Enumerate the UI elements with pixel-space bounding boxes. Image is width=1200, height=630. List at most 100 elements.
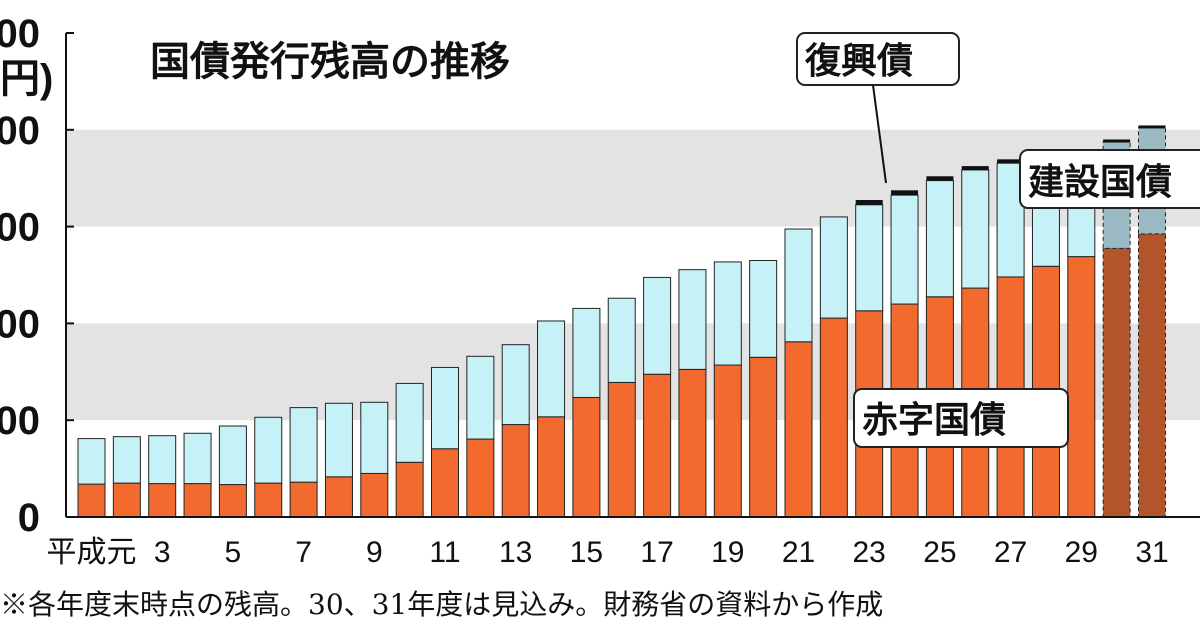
bar-construction: [218, 425, 247, 486]
x-tick-label: 27: [994, 536, 1027, 569]
bar-construction: [395, 382, 424, 463]
bar-deficit: [324, 476, 353, 518]
reconstruction-callout-box: [796, 32, 960, 86]
y-tick-label: 00: [0, 399, 40, 443]
bar-group: [537, 320, 566, 518]
deficit-callout-box: [853, 388, 1069, 448]
bar-deficit: [1067, 256, 1096, 518]
footnote: ※各年度末時点の残高。30、31年度は見込み。財務省の資料から作成: [0, 588, 883, 621]
bar-construction: [961, 169, 990, 289]
bar-reconstruction: [1103, 139, 1131, 143]
bar-construction: [607, 297, 636, 383]
bar-deficit: [643, 373, 672, 518]
x-tick-label: 23: [853, 536, 886, 569]
bar-group: [678, 269, 707, 518]
bar-deficit: [148, 483, 177, 518]
bar-group: [713, 261, 742, 518]
x-tick-label: 15: [570, 536, 603, 569]
bar-group: [112, 436, 141, 518]
bar-construction: [713, 261, 742, 366]
bar-construction: [466, 355, 495, 440]
bar-reconstruction: [926, 176, 954, 181]
bar-construction: [819, 216, 848, 319]
x-tick-label: 平成元: [47, 536, 137, 569]
bar-deficit: [1102, 247, 1131, 518]
bar-deficit: [713, 364, 742, 518]
bar-deficit: [1138, 233, 1166, 518]
bar-group: [218, 425, 247, 518]
bar-group: [643, 276, 672, 518]
bar-group: [183, 432, 212, 518]
bar-deficit: [784, 341, 813, 518]
bar-group: [501, 344, 530, 518]
bar-construction: [925, 180, 954, 298]
bar-construction: [572, 307, 601, 398]
bar-group: [1031, 157, 1060, 518]
bar-deficit: [678, 368, 707, 518]
bar-construction: [112, 436, 141, 484]
bar-group: [996, 159, 1025, 518]
x-tick-label: 11: [429, 536, 460, 569]
bar-group: [784, 228, 813, 518]
bar-group: [360, 401, 389, 518]
bar-deficit: [360, 472, 389, 518]
bar-construction: [855, 204, 884, 312]
construction-label: 建設国債: [1028, 162, 1172, 203]
bar-group: [890, 190, 919, 518]
bar-deficit: [77, 483, 106, 518]
bar-group: [819, 216, 848, 518]
bar-construction: [289, 407, 318, 483]
bar-construction: [324, 402, 353, 478]
bar-deficit: [607, 381, 636, 518]
x-tick-label: 25: [923, 536, 956, 569]
bar-group: [572, 307, 601, 518]
bar-group: [148, 435, 177, 518]
bar-deficit: [466, 438, 495, 518]
bar-construction: [890, 194, 919, 305]
bar-group: [855, 199, 884, 518]
bar-reconstruction: [961, 166, 989, 170]
bar-deficit: [749, 356, 778, 518]
bar-deficit: [537, 416, 566, 518]
axes: [65, 33, 1200, 518]
bar-group: [254, 416, 283, 518]
bar-group: [607, 297, 636, 518]
bar-construction: [678, 269, 707, 370]
bar-deficit: [112, 482, 141, 518]
bar-deficit: [819, 317, 848, 518]
bar-deficit: [431, 448, 459, 518]
bar-construction: [501, 344, 530, 426]
bar-reconstruction: [891, 190, 919, 196]
y-unit-label: 円): [0, 57, 53, 101]
bar-deficit: [183, 483, 212, 518]
construction-callout: 建設国債: [1019, 149, 1200, 209]
bar-construction: [148, 435, 177, 485]
reconstruction-callout: 復興債: [796, 32, 960, 184]
bar-deficit: [572, 396, 601, 518]
bar-group: [749, 259, 778, 518]
x-tick-label: 13: [499, 536, 532, 569]
bars: [77, 125, 1166, 518]
bar-construction: [643, 276, 672, 375]
bar-deficit: [289, 481, 318, 518]
bar-construction: [77, 438, 106, 485]
bar-group: [961, 166, 990, 518]
bar-deficit: [501, 424, 530, 518]
reconstruction-label: 復興債: [804, 41, 913, 82]
deficit-callout: 赤字国債: [853, 388, 1069, 448]
bar-deficit: [395, 461, 424, 518]
bar-reconstruction: [1138, 125, 1166, 129]
y-tick-label: 00: [0, 109, 40, 153]
bar-group: [466, 355, 495, 518]
bar-construction: [360, 401, 389, 474]
bar-construction: [784, 228, 813, 343]
construction-callout-box: [1019, 149, 1200, 209]
x-tick-label: 3: [154, 536, 171, 569]
bar-deficit: [254, 482, 283, 518]
x-tick-label: 7: [295, 536, 312, 569]
bar-construction: [254, 416, 283, 484]
y-tick-label: 00: [0, 206, 40, 250]
bar-deficit: [218, 484, 247, 518]
bar-construction: [749, 259, 778, 358]
